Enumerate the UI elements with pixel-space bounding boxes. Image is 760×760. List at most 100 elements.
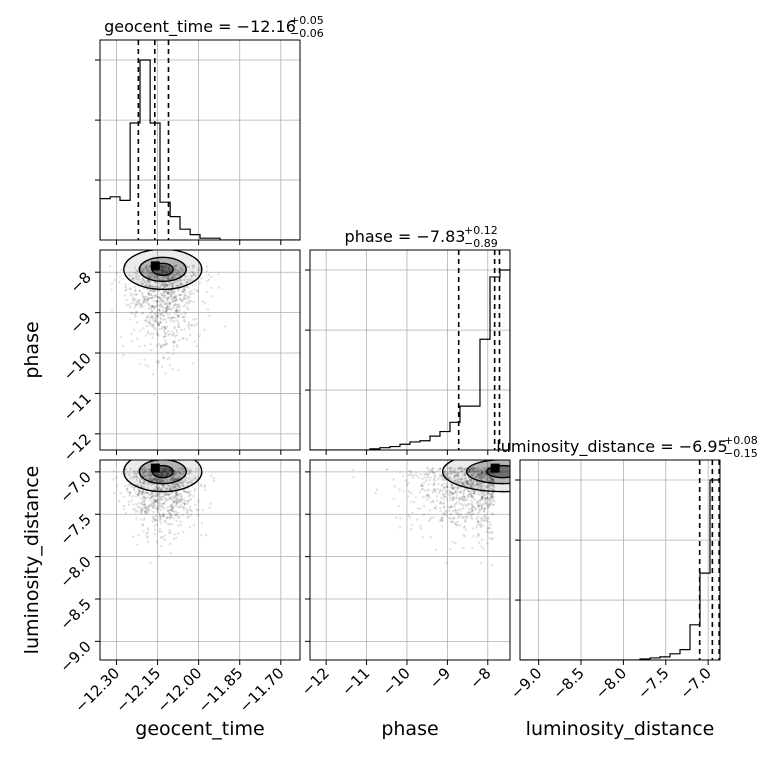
sample-point xyxy=(175,264,178,268)
sample-point xyxy=(156,295,160,299)
sample-point xyxy=(461,504,465,507)
sample-point xyxy=(470,467,473,470)
sample-point xyxy=(139,302,142,306)
sample-point xyxy=(190,323,194,327)
sample-point xyxy=(459,490,462,494)
sample-point xyxy=(142,474,145,478)
sample-point xyxy=(163,534,167,537)
sample-point xyxy=(491,477,495,481)
sample-point xyxy=(175,482,178,486)
sample-point xyxy=(209,275,213,279)
sample-point xyxy=(410,500,413,504)
sample-point xyxy=(163,502,166,505)
sample-point xyxy=(441,516,444,519)
sample-point xyxy=(473,470,477,474)
sample-point xyxy=(135,517,138,520)
sample-point xyxy=(479,499,482,502)
sample-point xyxy=(167,532,171,535)
sample-point xyxy=(132,276,135,280)
sample-point xyxy=(174,472,178,476)
sample-point xyxy=(432,483,436,486)
sample-point xyxy=(156,286,159,289)
sample-point xyxy=(473,490,476,493)
sample-point xyxy=(168,312,172,316)
sample-point xyxy=(453,503,456,506)
sample-point xyxy=(158,498,161,501)
sample-point xyxy=(174,513,177,517)
sample-point xyxy=(174,302,177,306)
sample-point xyxy=(155,486,159,489)
sample-point xyxy=(172,292,176,296)
sample-point xyxy=(146,526,149,530)
sample-point xyxy=(186,297,190,300)
sample-point xyxy=(203,301,207,305)
sample-point xyxy=(144,265,147,269)
sample-point xyxy=(149,296,152,300)
sample-point xyxy=(157,474,160,477)
sample-point xyxy=(155,300,159,303)
sample-point xyxy=(182,505,185,509)
sample-point xyxy=(477,533,480,537)
sample-point xyxy=(481,471,484,474)
sample-point xyxy=(471,496,475,499)
sample-point xyxy=(492,485,496,488)
sample-point xyxy=(159,513,162,517)
sample-point xyxy=(170,485,173,489)
sample-point xyxy=(155,299,158,303)
sample-point xyxy=(161,270,164,273)
sample-point xyxy=(435,499,439,503)
sample-point xyxy=(169,513,172,516)
sample-point xyxy=(173,537,176,541)
sample-point xyxy=(128,287,131,291)
sample-point xyxy=(173,485,177,489)
sample-point xyxy=(478,473,481,477)
sample-point xyxy=(169,273,173,277)
sample-point xyxy=(110,288,113,291)
sample-point xyxy=(488,486,491,490)
sample-point xyxy=(145,283,149,286)
sample-point xyxy=(454,479,458,483)
sample-point xyxy=(143,466,147,469)
sample-point xyxy=(490,483,493,486)
sample-point xyxy=(457,475,460,478)
sample-point xyxy=(164,320,168,324)
sample-point xyxy=(481,469,484,472)
sample-point xyxy=(183,319,186,322)
sample-point xyxy=(487,471,491,474)
sample-point xyxy=(169,277,172,280)
sample-point xyxy=(134,293,138,296)
sample-point xyxy=(465,480,469,484)
sample-point xyxy=(180,283,184,286)
sample-point xyxy=(151,323,155,326)
panel-frame xyxy=(309,459,511,661)
sample-point xyxy=(147,307,150,311)
sample-point xyxy=(172,501,175,505)
sample-point xyxy=(445,474,448,478)
sample-point xyxy=(480,503,484,506)
sample-point xyxy=(177,284,180,287)
sample-point xyxy=(457,478,461,481)
sample-point xyxy=(164,339,167,342)
sample-point xyxy=(159,496,162,500)
panel-frame xyxy=(99,459,301,661)
sample-point xyxy=(462,546,465,550)
sample-point xyxy=(460,477,464,481)
sample-point xyxy=(475,483,478,486)
sample-point xyxy=(426,493,429,497)
sample-point xyxy=(166,505,169,509)
sample-point xyxy=(157,501,160,504)
sample-point xyxy=(480,497,483,500)
sample-point xyxy=(161,312,164,316)
sample-point xyxy=(469,514,472,517)
sample-point xyxy=(124,484,127,488)
sample-point xyxy=(466,511,469,514)
sample-point xyxy=(164,468,168,471)
sample-point xyxy=(477,485,480,489)
sample-point xyxy=(489,476,493,480)
sample-point xyxy=(146,316,150,319)
sample-point xyxy=(469,482,472,486)
sample-point xyxy=(170,506,174,510)
sample-point xyxy=(490,531,494,535)
sample-point xyxy=(455,523,458,526)
sample-point xyxy=(177,306,181,309)
